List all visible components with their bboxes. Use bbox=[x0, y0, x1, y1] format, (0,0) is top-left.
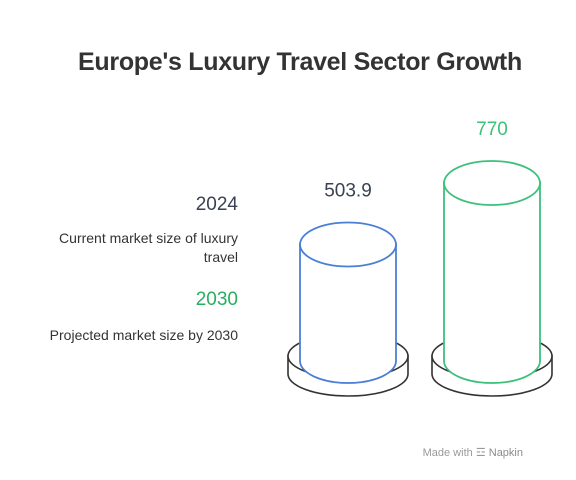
watermark-prefix: Made with bbox=[422, 447, 473, 459]
legend-year-2024: 2024 bbox=[195, 194, 238, 215]
bar-top-2024 bbox=[299, 221, 397, 268]
bar-2030 bbox=[443, 182, 541, 384]
napkin-logo-icon: ☲ bbox=[475, 447, 486, 459]
bar-top-2030 bbox=[443, 160, 541, 206]
bar-2024 bbox=[299, 243, 397, 384]
legend-description-2030: Projected market size by 2030 bbox=[49, 327, 238, 343]
watermark-brand: Napkin bbox=[488, 447, 523, 459]
chart-title: Europe's Luxury Travel Sector Growth bbox=[78, 48, 522, 76]
value-label-2030: 770 bbox=[476, 119, 508, 140]
value-label-2024: 503.9 bbox=[324, 181, 372, 202]
legend-year-2030: 2030 bbox=[195, 289, 238, 310]
legend-description-2024: Current market size of luxury travel bbox=[59, 230, 238, 265]
napkin-watermark: Made with ☲ Napkin bbox=[423, 446, 523, 459]
